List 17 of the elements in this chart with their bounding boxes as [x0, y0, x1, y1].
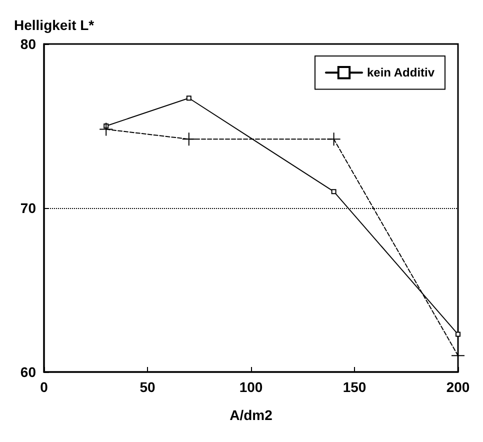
x-tick-label: 200 [446, 379, 470, 395]
x-tick-label: 150 [342, 379, 366, 395]
y-axis-title: Helligkeit L* [14, 17, 95, 33]
legend-label: kein Additiv [366, 66, 435, 80]
point [326, 132, 341, 146]
x-axis-title: A/dm2 [230, 407, 273, 423]
x-tick-label: 50 [140, 379, 156, 395]
y-tick-label: 80 [20, 36, 36, 52]
x-tick-label: 100 [239, 379, 263, 395]
y-tick-label: 60 [20, 364, 36, 380]
point [99, 122, 114, 136]
y-tick-label: 70 [20, 200, 36, 216]
point [456, 332, 460, 337]
point [186, 96, 192, 101]
x-tick-label: 0 [40, 379, 48, 395]
point [182, 132, 196, 146]
point [331, 189, 336, 194]
